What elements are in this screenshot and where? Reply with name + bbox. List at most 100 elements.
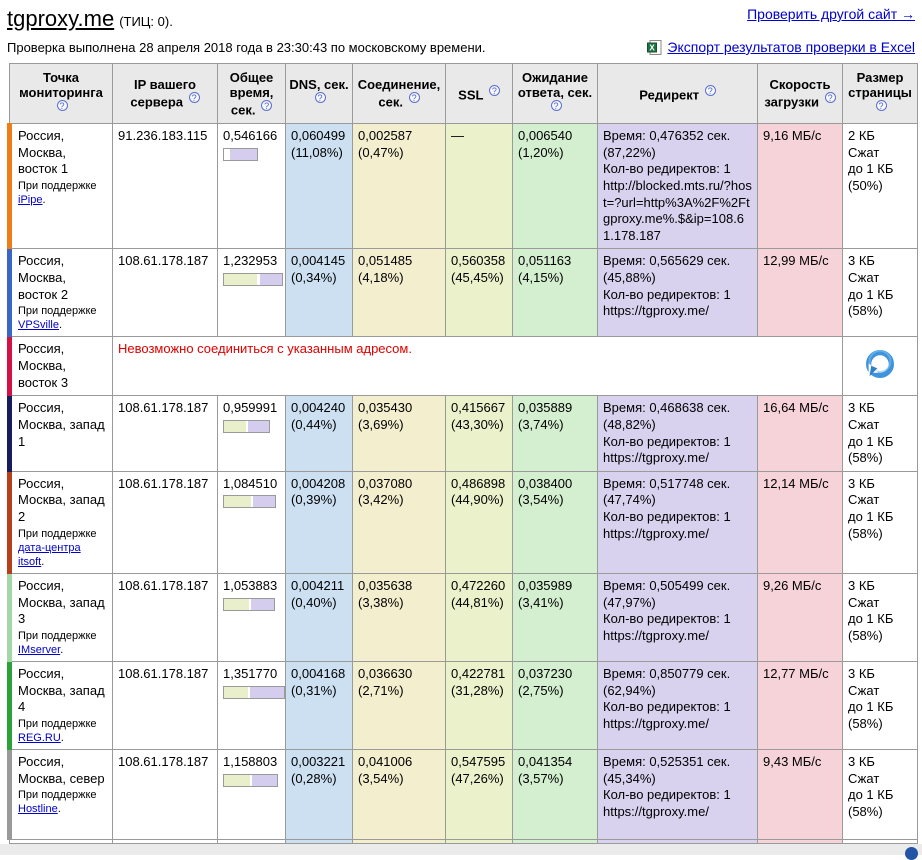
table-row: Россия, Москва, восток 2 При поддержке VP…: [7, 248, 918, 338]
scroll-widget-icon[interactable]: [905, 846, 918, 860]
sponsor-link[interactable]: REG.RU: [18, 731, 61, 744]
dns-time-cell: 0,004211 (0,40%): [285, 572, 353, 662]
redirect-time: Время: 0,468638 сек. (48,82%): [603, 400, 731, 432]
column-header-1: IP вашего сервера ?: [112, 63, 218, 124]
site-title-link[interactable]: tgproxy.me: [7, 6, 115, 31]
bar-segment: [224, 774, 250, 786]
monitoring-point-cell: Россия, Москва, запад 1: [7, 395, 113, 472]
time-breakdown-bar: [223, 685, 285, 699]
connect-time-cell: 0,002587 (0,47%): [352, 122, 446, 250]
bar-segment: [252, 774, 277, 786]
bar-segment: [253, 496, 275, 508]
redirect-url: https://tgproxy.me/: [603, 627, 709, 643]
ssl-time-cell: 0,422781 (31,28%): [445, 660, 513, 750]
redirect-cell: Время: 0,850779 сек. (62,94%) Кол-во реди…: [597, 660, 758, 750]
export-excel-link[interactable]: Экспорт результатов проверки в Excel: [667, 39, 915, 55]
connect-time-cell: 0,037080 (3,42%): [352, 470, 446, 574]
help-icon[interactable]: ?: [314, 92, 326, 104]
total-time-value: 1,232953: [223, 253, 278, 269]
redirect-url: https://tgproxy.me/: [603, 525, 709, 541]
connect-time-cell: 0,035638 (3,38%): [352, 572, 446, 662]
help-icon[interactable]: ?: [188, 92, 200, 104]
help-icon[interactable]: ?: [261, 99, 273, 111]
bar-segment: [249, 598, 251, 610]
redirect-cell: Время: 0,476352 сек. (87,22%) Кол-во реди…: [597, 122, 758, 250]
retry-check-button[interactable]: [866, 350, 894, 381]
sponsor-link[interactable]: Hostline: [18, 803, 58, 816]
bar-segment: [224, 148, 230, 160]
column-header-2: Общее время, сек. ?: [217, 63, 286, 124]
dns-time-cell: 0,004208 (0,39%): [285, 470, 353, 574]
ssl-time-cell: 0,486898 (44,90%): [445, 470, 513, 574]
check-other-site-link[interactable]: Проверить другой сайт →: [747, 6, 915, 22]
partial-cell: [9, 838, 113, 844]
monitoring-point-cell: Россия, Москва, запад 4 При поддержке REG…: [7, 660, 113, 750]
bar-segment: [224, 420, 246, 432]
page-size-cell: 3 КБ Сжат до 1 КБ (58%): [842, 395, 918, 472]
monitoring-point-name: Россия, Москва, запад 2: [18, 475, 105, 525]
monitoring-point-name: Россия, Москва, запад 4: [18, 665, 105, 715]
tic-label: (ТИЦ: 0).: [119, 14, 173, 29]
time-breakdown-bar: [223, 419, 270, 433]
partial-cell: [597, 838, 758, 844]
total-time-cell: 1,158803: [217, 748, 286, 840]
dns-time-cell: 0,004240 (0,44%): [285, 395, 353, 472]
redirect-url: https://tgproxy.me/: [603, 803, 709, 819]
total-time-cell: 0,959991: [217, 395, 286, 472]
redirect-cell: Время: 0,565629 сек. (45,88%) Кол-во реди…: [597, 248, 758, 338]
redirect-url: https://tgproxy.me/: [603, 303, 709, 319]
column-header-9: Размер страницы ?: [842, 63, 918, 124]
svg-text:X: X: [650, 43, 656, 52]
ssl-time-cell: 0,547595 (47,26%): [445, 748, 513, 840]
partial-cell: [757, 838, 843, 844]
table-row: Россия, Москва, север При поддержке Hostl…: [7, 748, 918, 840]
help-icon[interactable]: ?: [704, 84, 716, 96]
sponsor-note: При поддержке Hostline.: [18, 789, 97, 816]
monitoring-point-cell: Россия, Москва, север При поддержке Hostl…: [7, 748, 113, 840]
table-row-partial: [9, 838, 918, 844]
bar-segment: [248, 686, 250, 698]
partial-cell: [352, 838, 446, 844]
table-row: Россия, Москва, запад 2 При поддержке дат…: [7, 470, 918, 574]
total-time-value: 1,351770: [223, 665, 278, 681]
title-bar: tgproxy.me (ТИЦ: 0). Проверить другой сай…: [7, 6, 915, 32]
total-time-cell: 1,053883: [217, 572, 286, 662]
sponsor-link[interactable]: iPipe: [18, 193, 43, 206]
total-time-value: 0,959991: [223, 400, 278, 416]
bar-segment: [260, 274, 282, 285]
server-ip-cell: 91.236.183.115: [112, 122, 218, 250]
page-size-cell: 3 КБ Сжат до 1 КБ (58%): [842, 748, 918, 840]
monitoring-point-name: Россия, Москва, восток 2: [18, 253, 69, 302]
excel-icon: X: [647, 39, 662, 55]
download-speed-cell: 9,16 МБ/с: [757, 122, 843, 250]
server-ip-cell: 108.61.178.187: [112, 395, 218, 472]
redirect-time: Время: 0,476352 сек. (87,22%): [603, 128, 731, 160]
help-icon[interactable]: ?: [56, 99, 68, 111]
help-icon[interactable]: ?: [488, 84, 500, 96]
redirect-count: Кол-во редиректов: 1: [603, 611, 731, 627]
server-ip-cell: 108.61.178.187: [112, 248, 218, 338]
bottom-strip: [0, 843, 922, 860]
partial-cell: [512, 838, 598, 844]
download-speed-cell: 12,77 МБ/с: [757, 660, 843, 750]
redirect-url: https://tgproxy.me/: [603, 715, 709, 731]
sponsor-link[interactable]: VPSville: [18, 319, 59, 332]
sponsor-link[interactable]: IMserver: [18, 643, 61, 656]
download-speed-cell: 16,64 МБ/с: [757, 395, 843, 472]
table-row: Россия, Москва, запад 3 При поддержке IMs…: [7, 572, 918, 662]
help-icon[interactable]: ?: [550, 99, 562, 111]
bar-segment: [224, 274, 257, 285]
refresh-icon: [866, 350, 894, 379]
table-row: Россия, Москва, запад 4 При поддержке REG…: [7, 660, 918, 750]
page-size-cell: 3 КБ Сжат до 1 КБ (58%): [842, 248, 918, 338]
sub-bar: Проверка выполнена 28 апреля 2018 года в…: [7, 39, 915, 55]
help-icon[interactable]: ?: [824, 92, 836, 104]
help-icon[interactable]: ?: [875, 99, 887, 111]
sponsor-note: При поддержке REG.RU.: [18, 717, 97, 744]
total-time-cell: 1,351770: [217, 660, 286, 750]
help-icon[interactable]: ?: [408, 92, 420, 104]
bar-segment: [251, 598, 274, 610]
download-speed-cell: 12,99 МБ/с: [757, 248, 843, 338]
sponsor-link[interactable]: дата-центра itsoft: [18, 541, 81, 568]
redirect-time: Время: 0,505499 сек. (47,97%): [603, 577, 731, 610]
